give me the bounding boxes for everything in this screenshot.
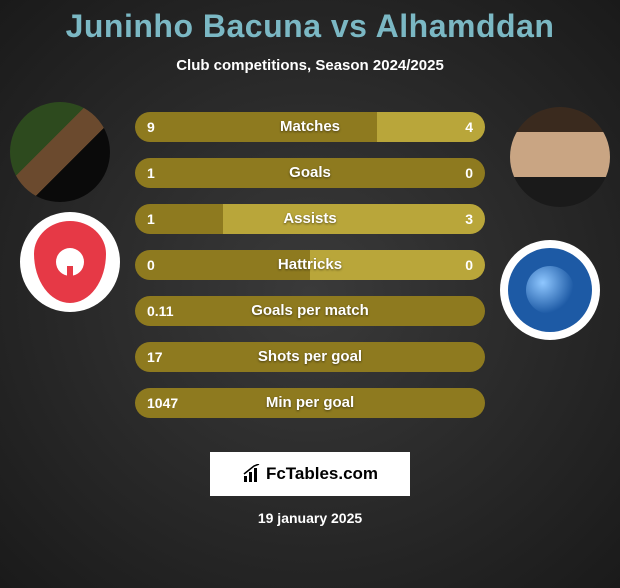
stat-row: Goals per match0.11 (135, 296, 485, 326)
snapshot-date: 19 january 2025 (0, 510, 620, 526)
player-right-face (510, 107, 610, 207)
comparison-content: Matches94Goals10Assists13Hattricks00Goal… (0, 102, 620, 442)
player-left-face (10, 102, 110, 202)
comparison-subtitle: Club competitions, Season 2024/2025 (0, 57, 620, 74)
stat-row: Matches9 4 (135, 112, 485, 142)
stat-value-left: 1 (147, 204, 155, 234)
stat-label: Hattricks (135, 250, 485, 280)
comparison-title: Juninho Bacuna vs Alhamddan (0, 8, 620, 45)
club-left-shield (20, 212, 120, 312)
site-logo-text: FcTables.com (266, 464, 378, 484)
site-logo[interactable]: FcTables.com (210, 452, 410, 496)
stat-value-right: 3 (465, 204, 473, 234)
chart-icon (242, 464, 262, 484)
player-left-avatar (10, 102, 110, 202)
stat-label: Goals (135, 158, 485, 188)
stat-row: Min per goal1047 (135, 388, 485, 418)
stat-row: Assists1 3 (135, 204, 485, 234)
stat-row: Goals1 0 (135, 158, 485, 188)
stat-bars: Matches94Goals10Assists13Hattricks00Goal… (135, 112, 485, 434)
club-right-badge (500, 240, 600, 340)
stat-value-right: 0 (465, 250, 473, 280)
stat-row: Hattricks0 0 (135, 250, 485, 280)
stat-label: Assists (135, 204, 485, 234)
stat-value-left: 1 (147, 158, 155, 188)
stat-label: Shots per goal (135, 342, 485, 372)
stat-value-left: 0.11 (147, 296, 173, 326)
stat-value-right: 4 (465, 112, 473, 142)
stat-value-left: 17 (147, 342, 163, 372)
club-left-badge (20, 212, 120, 312)
stat-label: Min per goal (135, 388, 485, 418)
player-right-avatar (510, 107, 610, 207)
stat-row: Shots per goal17 (135, 342, 485, 372)
stat-label: Matches (135, 112, 485, 142)
stat-label: Goals per match (135, 296, 485, 326)
stat-value-left: 1047 (147, 388, 178, 418)
stat-value-left: 9 (147, 112, 155, 142)
stat-value-left: 0 (147, 250, 155, 280)
stat-value-right: 0 (465, 158, 473, 188)
club-right-ring (500, 240, 600, 340)
